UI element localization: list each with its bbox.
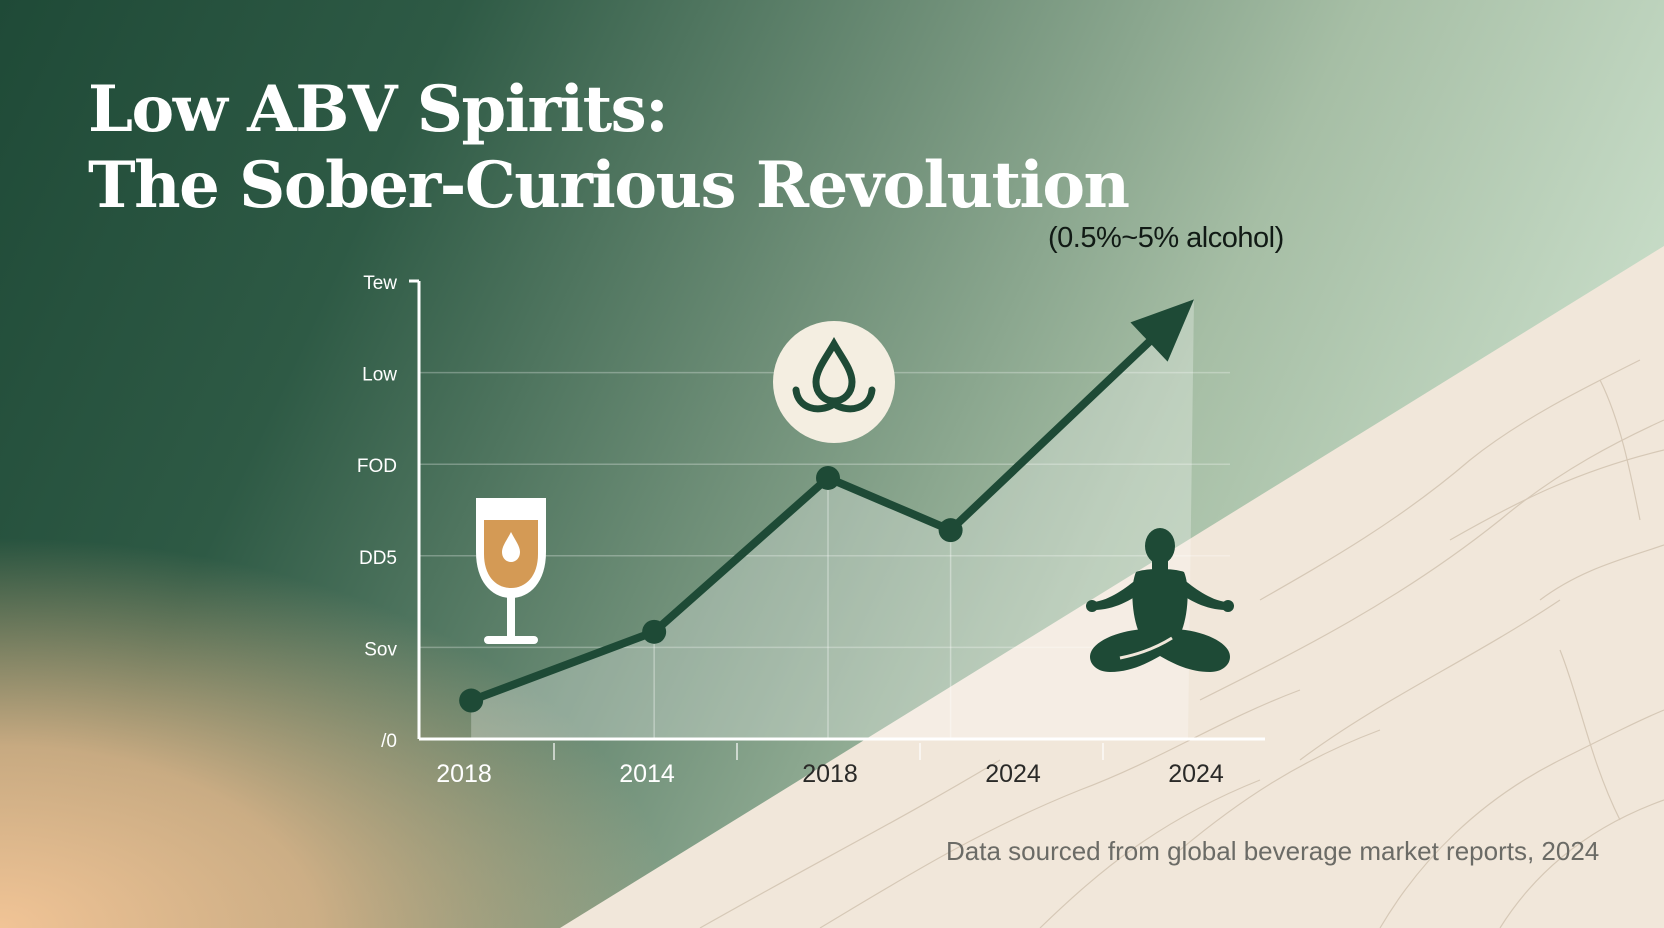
y-tick-label: DD5 [359,548,397,569]
y-tick-label: Tew [363,273,397,294]
drop-lines [653,477,952,739]
y-tick-label: Low [362,365,397,386]
x-tick-label: 2014 [619,760,675,788]
data-point [816,465,840,490]
title-line-2: The Sober-Curious Revolution [88,148,1130,223]
arrow-head-shape [1130,299,1194,362]
drop-icon [773,321,895,443]
x-tick-label: 2024 [1168,760,1224,788]
x-tick-labels: 2018 2014 2018 2024 2024 [436,743,1224,788]
title-line-1: Low ABV Spirits: [88,72,669,147]
data-points [459,465,963,713]
x-tick-label: 2018 [802,760,858,788]
trend-arrow-icon [1130,299,1194,362]
y-tick-labels: /0 Sov DD5 FOD Low Tew [357,273,398,752]
meditation-icon [1086,528,1234,672]
page-title: Low ABV Spirits: The Sober-Curious Revol… [88,72,1130,224]
source-footnote: Data sourced from global beverage market… [946,836,1600,866]
range-annotation: (0.5%~5% alcohol) [1048,222,1284,254]
x-tick-label: 2018 [436,760,492,788]
area-fill [471,299,1194,739]
x-tick-label: 2024 [985,760,1041,788]
y-tick-label: FOD [357,456,397,477]
data-point [642,619,667,644]
data-point [938,518,963,543]
wine-glass-icon [476,498,546,644]
y-tick-label: Sov [364,639,397,660]
data-point [459,688,484,713]
y-tick-label: /0 [381,731,397,752]
